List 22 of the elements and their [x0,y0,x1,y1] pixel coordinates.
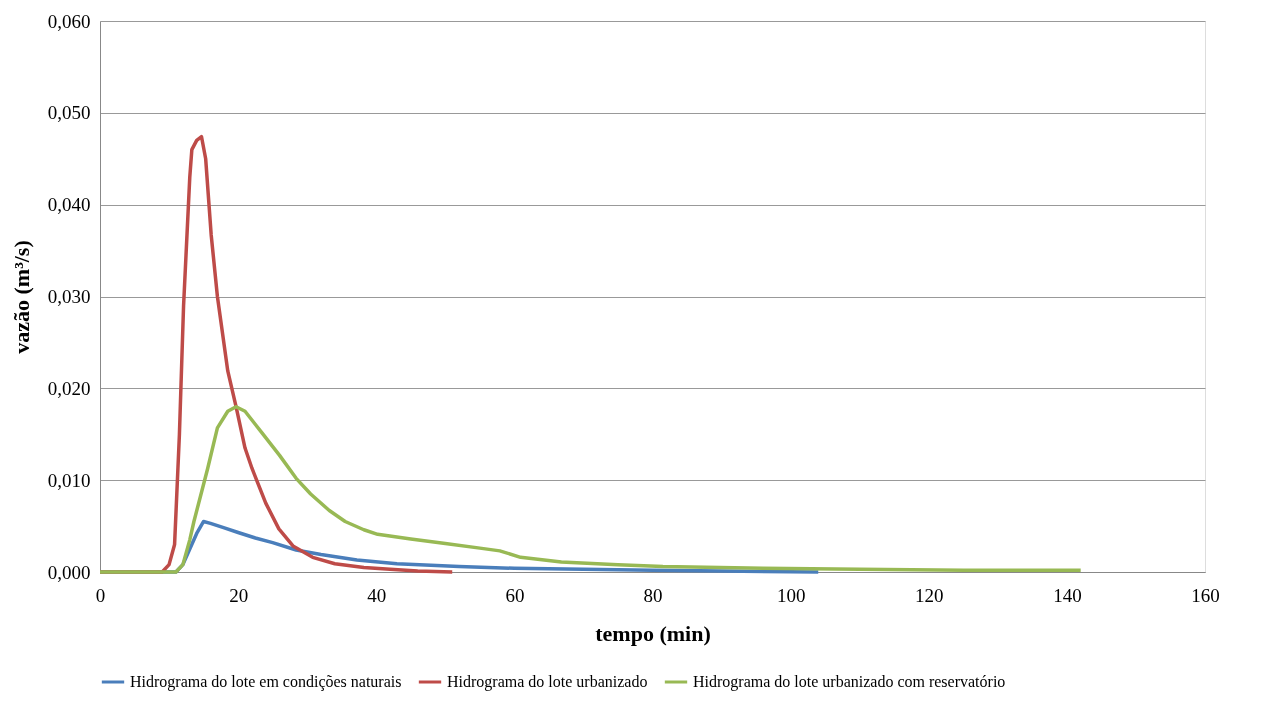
y-axis-title: vazão (m³/s) [8,240,34,354]
x-tick-label: 20 [229,584,249,606]
y-tick-label: 0,020 [47,377,91,399]
legend-label: Hidrograma do lote urbanizado com reservatório [693,673,1006,691]
y-tick-label: 0,030 [47,286,91,307]
x-tick-label: 60 [505,584,525,606]
y-tick-label: 0,010 [47,469,91,491]
line-series [98,404,1083,574]
y-tick-label: 0,040 [47,194,91,216]
x-axis-title: tempo (min) [595,620,711,646]
legend-label: Hidrograma do lote urbanizado [447,673,648,691]
x-tick-label: 140 [1053,584,1082,606]
x-tick-label: 80 [643,584,663,606]
y-tick-label: 0,000 [47,561,91,583]
y-tick-label: 0,060 [47,10,91,32]
y-tick-label: 0,050 [47,102,91,124]
x-tick-label: 160 [1191,584,1220,606]
legend-label: Hidrograma do lote em condições naturais [130,673,402,691]
x-tick-label: 0 [95,584,106,606]
x-tick-label: 120 [915,584,944,606]
x-tick-label: 40 [367,584,387,606]
x-tick-label: 100 [776,584,806,606]
